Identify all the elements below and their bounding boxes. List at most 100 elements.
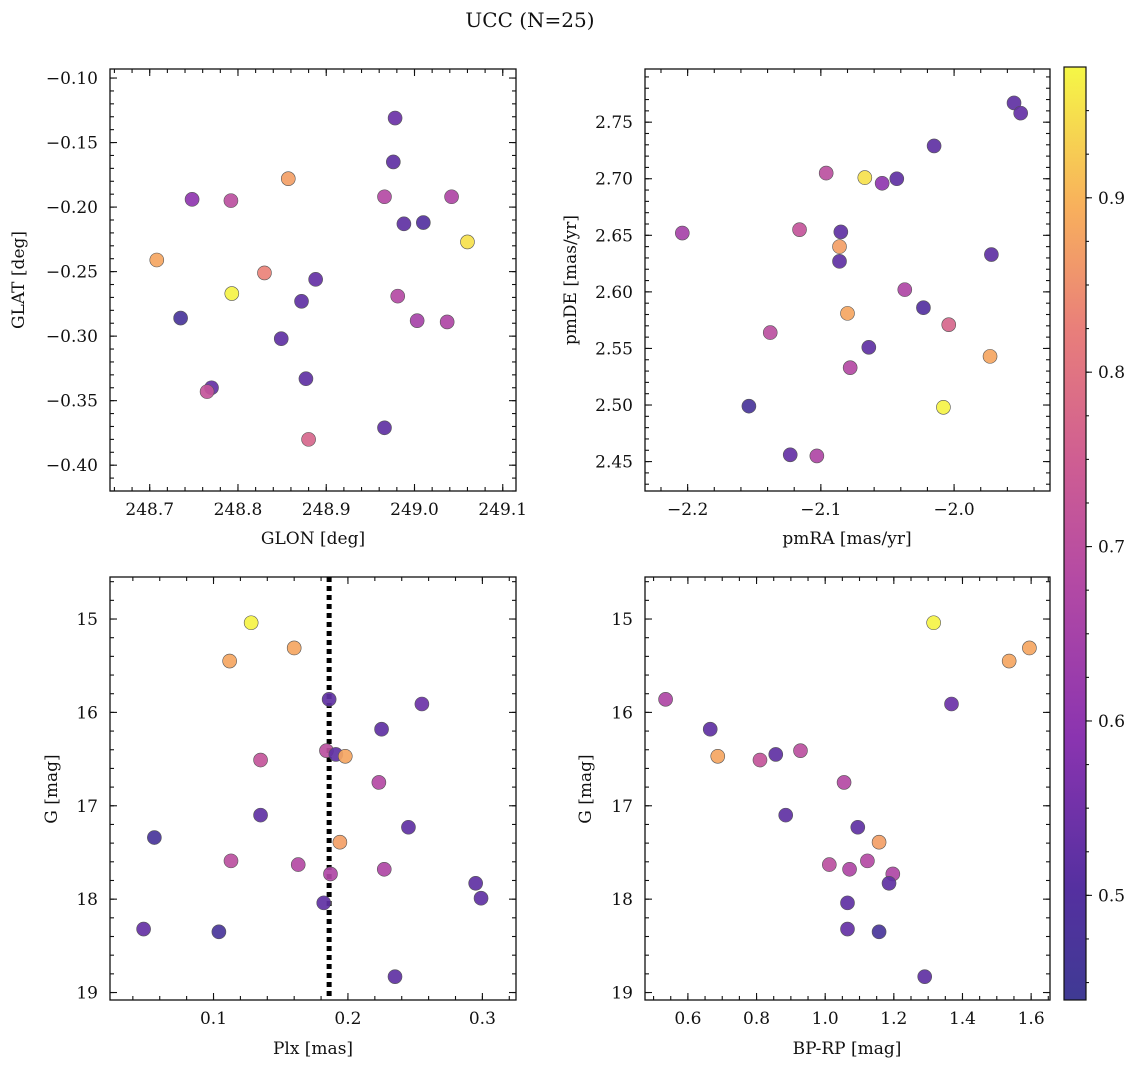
- data-point: [224, 286, 240, 301]
- colorbar-tick-label: 0.8: [1098, 363, 1125, 383]
- y-tick-label: −0.10: [46, 69, 98, 89]
- data-point: [401, 819, 416, 835]
- y-tick-label: 17: [611, 797, 633, 817]
- x-tick-label: −2.0: [933, 500, 974, 520]
- data-point: [298, 371, 314, 387]
- y-tick-label: −0.35: [46, 392, 98, 412]
- x-tick-label: 248.9: [302, 500, 351, 520]
- data-point: [833, 224, 849, 240]
- data-point: [792, 222, 807, 237]
- x-axis-label: pmRA [mas/yr]: [782, 529, 911, 549]
- data-point: [1006, 95, 1022, 111]
- x-tick-label: 0.1: [200, 1009, 227, 1029]
- x-tick-label: 249.0: [390, 500, 439, 520]
- data-point: [941, 317, 957, 332]
- data-point: [710, 748, 726, 764]
- colorbar-tick-label: 0.9: [1098, 189, 1125, 209]
- x-axis-label: GLON [deg]: [261, 529, 365, 549]
- colorbar: 0.5 0.6 0.7 0.8 0.9: [1063, 66, 1125, 1001]
- x-tick-label: 248.7: [125, 500, 174, 520]
- data-point: [1022, 640, 1037, 656]
- data-point: [832, 254, 847, 269]
- data-point: [822, 857, 837, 872]
- data-point: [840, 895, 855, 911]
- data-point: [842, 360, 858, 375]
- data-point: [857, 170, 873, 185]
- y-tick-label: 2.50: [595, 396, 633, 416]
- y-axis-label: G [mag]: [576, 754, 596, 823]
- y-axis-label: pmDE [mas/yr]: [561, 215, 581, 345]
- colorbar-gradient: [1063, 66, 1087, 1001]
- data-point: [468, 875, 483, 891]
- data-point: [840, 921, 855, 937]
- y-axis-label: G [mag]: [42, 754, 62, 823]
- data-point: [273, 331, 289, 347]
- x-tick-label: 1.4: [949, 1009, 976, 1029]
- y-tick-label: 2.65: [595, 226, 633, 246]
- data-point: [294, 293, 309, 309]
- data-point: [147, 830, 162, 845]
- data-point: [211, 924, 227, 940]
- x-tick-label: 0.2: [334, 1009, 361, 1029]
- data-point: [396, 216, 412, 232]
- x-axis-label: BP-RP [mag]: [793, 1039, 902, 1059]
- x-axis-label: Plx [mas]: [273, 1039, 353, 1059]
- data-point: [675, 225, 690, 241]
- data-point: [460, 234, 475, 250]
- data-point: [982, 349, 998, 364]
- y-tick-label: 2.75: [595, 113, 633, 133]
- data-point: [752, 752, 768, 768]
- data-point: [316, 895, 332, 911]
- axes-frame: [644, 68, 1051, 492]
- colorbar-tick-label: 0.7: [1098, 538, 1125, 558]
- data-point: [253, 807, 268, 823]
- data-point: [439, 314, 455, 330]
- data-point: [836, 775, 852, 790]
- data-point: [444, 189, 459, 205]
- axes-frame: [109, 576, 517, 1001]
- data-point: [409, 313, 425, 328]
- y-tick-label: 2.60: [595, 283, 633, 303]
- x-tick-label: −2.2: [667, 500, 708, 520]
- y-tick-label: 17: [76, 797, 98, 817]
- data-point: [337, 748, 353, 764]
- data-point: [149, 252, 165, 268]
- y-axis-label: GLAT [deg]: [9, 231, 29, 329]
- figure-title: UCC (N=25): [465, 8, 594, 32]
- data-point: [768, 747, 784, 762]
- data-point: [889, 171, 905, 187]
- x-tick-label: 249.1: [478, 500, 527, 520]
- data-point: [387, 969, 403, 984]
- data-point: [184, 192, 200, 207]
- data-point: [926, 138, 942, 154]
- data-point: [253, 752, 268, 768]
- data-point: [386, 154, 401, 170]
- data-point: [809, 448, 825, 464]
- colorbar-tick-label: 0.5: [1098, 886, 1125, 906]
- data-point: [702, 721, 718, 737]
- data-point: [243, 615, 259, 631]
- panel-bprp-g: 0.6 0.8 1.0 1.2 1.4 1.6 15 16 17 18 19 BP-RP [mag]…: [576, 576, 1051, 1059]
- data-point: [917, 969, 933, 984]
- data-point: [332, 834, 348, 850]
- data-point: [1001, 653, 1017, 669]
- x-tick-label: 1.6: [1018, 1009, 1045, 1029]
- panel-pm: −2.2 −2.1 −2.0 2.45 2.50 2.55 2.60 2.65 2.70 2.75…: [561, 68, 1051, 549]
- y-tick-label: 19: [76, 984, 98, 1004]
- data-point: [860, 853, 875, 869]
- axes-frame: [644, 576, 1051, 1001]
- data-point: [850, 819, 866, 835]
- y-tick-label: −0.30: [46, 327, 98, 347]
- data-point: [861, 340, 877, 355]
- colorbar-tick-label: 0.6: [1098, 712, 1125, 732]
- data-point: [136, 921, 151, 937]
- data-point: [842, 861, 857, 877]
- data-point: [390, 288, 406, 304]
- data-point: [286, 640, 302, 656]
- data-point: [936, 399, 951, 415]
- x-tick-label: 248.8: [214, 500, 263, 520]
- data-point: [222, 653, 237, 669]
- data-point: [874, 175, 890, 191]
- x-tick-label: 0.6: [674, 1009, 701, 1029]
